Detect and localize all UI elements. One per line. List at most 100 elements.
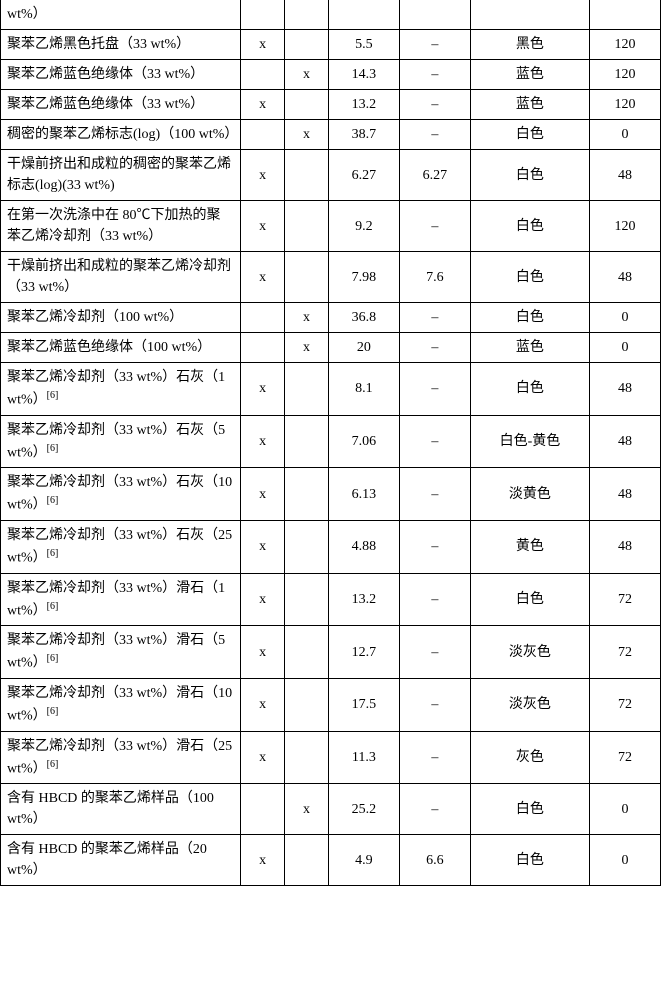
footnote-ref: [6] (47, 706, 59, 717)
data-cell (241, 333, 285, 363)
table-row: 聚苯乙烯蓝色绝缘体（100 wt%）x20–蓝色0 (1, 333, 661, 363)
table-row: 聚苯乙烯冷却剂（33 wt%）石灰（10 wt%）[6]x6.13–淡黄色48 (1, 468, 661, 521)
data-cell: – (399, 90, 470, 120)
data-cell (285, 150, 329, 201)
table-row: 稠密的聚苯乙烯标志(log)（100 wt%）x38.7–白色0 (1, 120, 661, 150)
footnote-ref: [6] (47, 653, 59, 664)
data-cell: 38.7 (328, 120, 399, 150)
data-cell (285, 252, 329, 303)
table-row: 聚苯乙烯冷却剂（33 wt%）石灰（25 wt%）[6]x4.88–黄色48 (1, 520, 661, 573)
data-cell: – (399, 415, 470, 468)
desc-cell: 聚苯乙烯冷却剂（100 wt%） (1, 303, 241, 333)
data-cell: 0 (589, 333, 660, 363)
data-cell (285, 573, 329, 626)
desc-cell: 聚苯乙烯蓝色绝缘体（33 wt%） (1, 60, 241, 90)
data-cell: – (399, 520, 470, 573)
table-row: 聚苯乙烯冷却剂（33 wt%）滑石（1 wt%）[6]x13.2–白色72 (1, 573, 661, 626)
desc-cell: 聚苯乙烯蓝色绝缘体（100 wt%） (1, 333, 241, 363)
data-cell: 4.9 (328, 835, 399, 886)
desc-cell: 聚苯乙烯蓝色绝缘体（33 wt%） (1, 90, 241, 120)
data-cell: – (399, 363, 470, 416)
data-cell (285, 678, 329, 731)
data-cell: 白色 (470, 784, 589, 835)
table-row: 含有 HBCD 的聚苯乙烯样品（20 wt%）x4.96.6白色0 (1, 835, 661, 886)
table-row: 干燥前挤出和成粒的稠密的聚苯乙烯标志(log)(33 wt%)x6.276.27… (1, 150, 661, 201)
data-cell: 48 (589, 150, 660, 201)
data-cell: 灰色 (470, 731, 589, 784)
data-cell: x (241, 150, 285, 201)
data-cell: x (241, 835, 285, 886)
data-cell: 蓝色 (470, 333, 589, 363)
data-cell: 白色 (470, 201, 589, 252)
data-cell: 白色 (470, 120, 589, 150)
data-cell: x (241, 363, 285, 416)
desc-cell: 在第一次洗涤中在 80℃下加热的聚苯乙烯冷却剂（33 wt%） (1, 201, 241, 252)
data-cell: – (399, 573, 470, 626)
data-cell: 20 (328, 333, 399, 363)
desc-cell: 稠密的聚苯乙烯标志(log)（100 wt%） (1, 120, 241, 150)
data-cell: 36.8 (328, 303, 399, 333)
data-cell: x (241, 30, 285, 60)
data-cell (241, 0, 285, 30)
desc-cell: 聚苯乙烯冷却剂（33 wt%）滑石（1 wt%）[6] (1, 573, 241, 626)
data-cell: 17.5 (328, 678, 399, 731)
data-cell: 48 (589, 415, 660, 468)
table-row: 在第一次洗涤中在 80℃下加热的聚苯乙烯冷却剂（33 wt%）x9.2–白色12… (1, 201, 661, 252)
data-cell: 蓝色 (470, 90, 589, 120)
data-cell: – (399, 678, 470, 731)
data-cell (285, 520, 329, 573)
desc-cell: 聚苯乙烯冷却剂（33 wt%）滑石（5 wt%）[6] (1, 626, 241, 679)
footnote-ref: [6] (47, 390, 59, 401)
table-row: 聚苯乙烯黑色托盘（33 wt%）x5.5–黑色120 (1, 30, 661, 60)
data-cell: 7.6 (399, 252, 470, 303)
table-row: 聚苯乙烯冷却剂（33 wt%）石灰（5 wt%）[6]x7.06–白色-黄色48 (1, 415, 661, 468)
data-cell: 48 (589, 363, 660, 416)
table-row: 聚苯乙烯蓝色绝缘体（33 wt%）x14.3–蓝色120 (1, 60, 661, 90)
data-cell: x (241, 731, 285, 784)
data-cell (328, 0, 399, 30)
data-cell: 13.2 (328, 90, 399, 120)
data-cell: x (241, 90, 285, 120)
data-cell: x (241, 415, 285, 468)
data-cell: 7.98 (328, 252, 399, 303)
data-cell: 黑色 (470, 30, 589, 60)
data-cell: 13.2 (328, 573, 399, 626)
desc-cell: 干燥前挤出和成粒的聚苯乙烯冷却剂（33 wt%） (1, 252, 241, 303)
data-cell: 5.5 (328, 30, 399, 60)
data-cell: x (241, 252, 285, 303)
data-cell: 7.06 (328, 415, 399, 468)
table-row: 聚苯乙烯蓝色绝缘体（33 wt%）x 13.2–蓝色120 (1, 90, 661, 120)
data-cell (285, 468, 329, 521)
data-cell: x (241, 626, 285, 679)
data-cell: – (399, 303, 470, 333)
data-cell: x (285, 303, 329, 333)
table-row: wt%） (1, 0, 661, 30)
data-cell: – (399, 731, 470, 784)
table-row: 聚苯乙烯冷却剂（33 wt%）滑石（25 wt%）[6]x11.3–灰色72 (1, 731, 661, 784)
data-cell: 0 (589, 120, 660, 150)
data-cell: x (241, 201, 285, 252)
desc-cell: 聚苯乙烯黑色托盘（33 wt%） (1, 30, 241, 60)
data-cell: 120 (589, 90, 660, 120)
data-cell: 6.13 (328, 468, 399, 521)
data-cell: 白色 (470, 303, 589, 333)
data-cell (241, 60, 285, 90)
data-cell: 白色 (470, 252, 589, 303)
data-cell: 48 (589, 468, 660, 521)
data-cell: 淡灰色 (470, 626, 589, 679)
data-cell (470, 0, 589, 30)
data-cell: 72 (589, 573, 660, 626)
table-row: 干燥前挤出和成粒的聚苯乙烯冷却剂（33 wt%）x7.987.6白色48 (1, 252, 661, 303)
data-cell: 72 (589, 731, 660, 784)
data-cell: 14.3 (328, 60, 399, 90)
data-cell: – (399, 784, 470, 835)
data-cell (285, 0, 329, 30)
data-cell (285, 626, 329, 679)
data-cell (285, 835, 329, 886)
table-row: 聚苯乙烯冷却剂（33 wt%）石灰（1 wt%）[6]x8.1–白色48 (1, 363, 661, 416)
data-cell: 72 (589, 626, 660, 679)
table-row: 聚苯乙烯冷却剂（33 wt%）滑石（5 wt%）[6]x12.7–淡灰色72 (1, 626, 661, 679)
footnote-ref: [6] (47, 443, 59, 454)
data-cell: 0 (589, 835, 660, 886)
data-cell (241, 303, 285, 333)
